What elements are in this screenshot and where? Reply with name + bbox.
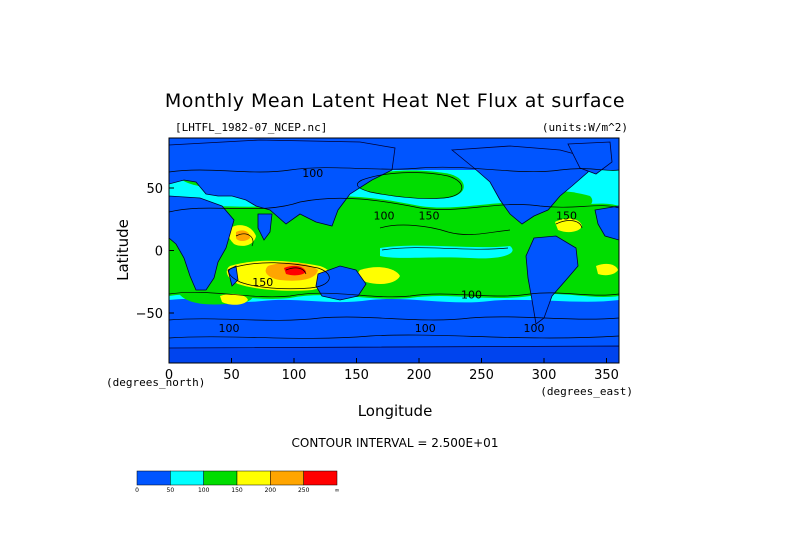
y-tick-label: 0 — [155, 245, 163, 260]
x-tick-label: 200 — [407, 368, 432, 383]
colorbar-swatch — [236, 470, 271, 486]
contour-label: 100 — [302, 167, 323, 180]
indian-ocean-red — [284, 265, 306, 276]
continent-antarctica — [169, 345, 619, 363]
contour-line — [379, 224, 511, 235]
continent-south-america — [525, 235, 579, 325]
colorbar-swatch — [170, 470, 204, 486]
x-unit-label: (degrees_east) — [540, 385, 633, 398]
x-axis-label: Longitude — [358, 402, 433, 420]
colorbar-tick-label: 200 — [265, 487, 277, 494]
contour-line — [285, 267, 307, 275]
contour-label: 100 — [219, 322, 240, 335]
colorbar: 0 50 100 150 200 250 ∞ — [135, 470, 340, 494]
colorbar-tick-label: 50 — [167, 487, 175, 494]
plot-area: 100 100 150 150 150 100 100 100 100 — [169, 138, 619, 363]
contour-lines — [169, 166, 619, 339]
contour-line — [235, 233, 254, 247]
x-axis-ticks: 0 50 100 150 200 250 300 350 — [165, 358, 619, 383]
contour-line — [555, 220, 583, 229]
contour-line — [381, 247, 509, 251]
chart-subtitle-file: [LHTFL_1982-07_NCEP.nc] — [175, 121, 327, 134]
continent-africa — [169, 195, 235, 291]
colorbar-tick-label: 250 — [298, 487, 310, 494]
contour-label: 150 — [252, 276, 273, 289]
contour-line — [169, 197, 619, 213]
contour-line — [169, 291, 619, 298]
chart-subtitle-units: (units:W/m^2) — [542, 121, 628, 134]
island-india — [257, 213, 273, 241]
y-tick-label: −50 — [136, 307, 163, 322]
continent-europe-asia — [169, 139, 396, 227]
contour-line — [356, 172, 463, 199]
x-tick-label: 150 — [344, 368, 369, 383]
contour-interval-note: CONTOUR INTERVAL = 2.500E+01 — [292, 436, 499, 450]
x-tick-label: 100 — [282, 368, 307, 383]
x-tick-label: 50 — [223, 368, 240, 383]
south-indian-yellow — [220, 293, 248, 305]
south-pacific-yellow — [358, 267, 400, 284]
y-axis-ticks: 50 0 −50 — [136, 182, 174, 322]
y-unit-label: (degrees_north) — [106, 376, 205, 389]
colorbar-swatch — [270, 470, 304, 486]
contour-labels: 100 100 150 150 150 100 100 100 100 — [219, 167, 578, 335]
contour-label: 150 — [419, 210, 440, 223]
contour-label: 100 — [415, 322, 436, 335]
y-tick-label: 50 — [146, 182, 163, 197]
colorbar-tick-label: 150 — [231, 487, 243, 494]
contour-label: 100 — [461, 288, 482, 301]
colorbar-tick-label: ∞ — [335, 487, 340, 494]
contour-line — [169, 166, 619, 173]
equatorial-cyan-tongue — [380, 245, 513, 259]
contour-label: 100 — [374, 210, 395, 223]
colorbar-tick-label: 100 — [198, 487, 210, 494]
arabian-orange — [236, 230, 250, 241]
south-atlantic-yellow — [596, 263, 618, 276]
colorbar-tick-label: 0 — [135, 487, 139, 494]
continent-greenland — [567, 141, 613, 175]
contour-label: 150 — [556, 210, 577, 223]
continents — [169, 139, 619, 363]
x-tick-label: 300 — [532, 368, 557, 383]
contour-line — [228, 262, 330, 290]
north-pacific-green — [355, 170, 464, 199]
x-tick-label: 250 — [469, 368, 494, 383]
y-axis-label: Latitude — [114, 219, 132, 281]
contour-label: 100 — [524, 322, 545, 335]
colorbar-swatch — [136, 470, 171, 486]
colorbar-swatch — [203, 470, 238, 486]
contour-line — [169, 334, 619, 339]
x-tick-label: 0 — [165, 368, 173, 383]
continent-north-america — [450, 145, 591, 225]
southern-ocean-patch — [169, 298, 619, 320]
x-tick-label: 350 — [594, 368, 619, 383]
contour-line — [169, 316, 619, 321]
chart-title: Monthly Mean Latent Heat Net Flux at sur… — [165, 90, 625, 112]
colorbar-swatch — [303, 470, 338, 486]
